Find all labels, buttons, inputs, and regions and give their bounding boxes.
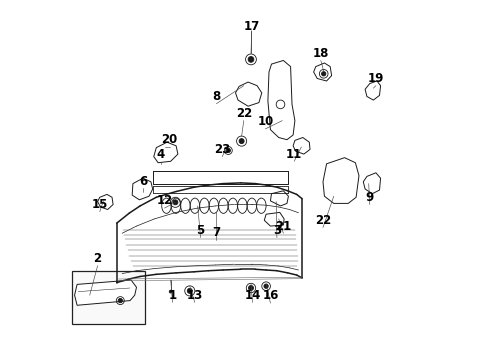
Circle shape <box>321 72 325 76</box>
Text: 13: 13 <box>186 289 203 302</box>
Text: 8: 8 <box>212 90 220 103</box>
Polygon shape <box>75 280 136 305</box>
Circle shape <box>118 298 122 303</box>
Text: 16: 16 <box>262 289 278 302</box>
Text: 14: 14 <box>244 289 260 302</box>
Text: 17: 17 <box>243 21 259 33</box>
Text: 12: 12 <box>156 194 172 207</box>
Text: 5: 5 <box>196 224 204 237</box>
Text: 20: 20 <box>161 133 177 146</box>
Text: 9: 9 <box>365 191 373 204</box>
FancyBboxPatch shape <box>72 271 145 324</box>
Text: 11: 11 <box>285 148 302 161</box>
Text: 3: 3 <box>272 224 281 237</box>
Circle shape <box>169 290 172 293</box>
Text: 18: 18 <box>312 47 328 60</box>
Text: 2: 2 <box>93 252 102 265</box>
Circle shape <box>248 285 253 291</box>
Circle shape <box>247 57 253 62</box>
Text: 1: 1 <box>168 289 176 302</box>
Text: 6: 6 <box>139 175 147 188</box>
Text: 7: 7 <box>212 226 220 239</box>
Text: 19: 19 <box>367 72 383 85</box>
Text: 22: 22 <box>235 107 251 120</box>
Text: 23: 23 <box>214 143 230 156</box>
Text: 21: 21 <box>275 220 291 233</box>
Circle shape <box>264 284 268 288</box>
Text: 15: 15 <box>91 198 108 211</box>
Circle shape <box>239 139 244 144</box>
Text: 22: 22 <box>314 214 330 227</box>
Circle shape <box>172 200 178 205</box>
Circle shape <box>225 148 230 153</box>
Text: 4: 4 <box>157 148 165 161</box>
Text: 10: 10 <box>257 115 273 128</box>
Circle shape <box>187 288 192 293</box>
